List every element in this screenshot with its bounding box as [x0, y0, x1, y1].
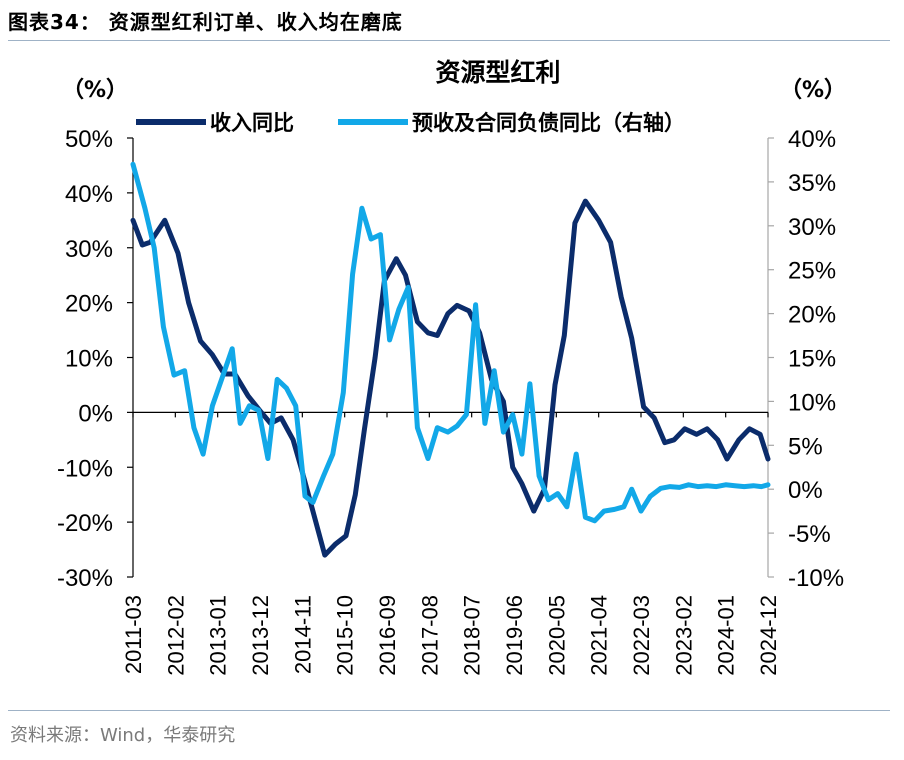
series-layer: [130, 161, 771, 558]
line-chart: 资源型红利 （%） （%） 收入同比 预收及合同负债同比（右轴） 50% 40% 3…: [57, 58, 846, 676]
right-tick-label: -10%: [788, 565, 844, 592]
left-tick-label: -10%: [57, 455, 113, 482]
left-tick-label: 30%: [65, 236, 113, 263]
x-tick-label: 2016-09: [375, 595, 400, 676]
x-tick-label: 2012-02: [163, 595, 188, 676]
right-tick-label: 40%: [788, 126, 836, 153]
axes: 50% 40% 30% 20% 10% 0% -10% -20% -30% 40% 35% 30% 25…: [57, 126, 844, 676]
right-tick-label: 35%: [788, 170, 836, 197]
figure-title: 图表34： 资源型红利订单、收入均在磨底: [8, 10, 403, 34]
right-tick-label: 0%: [788, 477, 823, 504]
right-tick-label: 5%: [788, 433, 823, 460]
x-tick-label: 2018-07: [460, 595, 485, 676]
right-tick-label: 15%: [788, 346, 836, 373]
right-axis-unit: （%）: [780, 78, 846, 103]
x-tick-label: 2011-03: [121, 595, 146, 674]
left-tick-label: 0%: [78, 400, 113, 427]
series-line-contract: [130, 161, 771, 524]
left-tick-label: 20%: [65, 291, 113, 318]
left-tick-label: 40%: [65, 181, 113, 208]
x-tick-label: 2013-12: [248, 595, 273, 676]
right-tick-label: -5%: [788, 521, 831, 548]
x-tick-label: 2013-01: [206, 595, 231, 676]
right-tick-label: 25%: [788, 258, 836, 285]
legend-label-revenue: 收入同比: [210, 111, 294, 135]
legend-label-contract: 预收及合同负债同比（右轴）: [412, 111, 685, 135]
right-tick-label: 10%: [788, 389, 836, 416]
right-tick-label: 20%: [788, 302, 836, 329]
x-tick-label: 2020-05: [544, 595, 569, 676]
right-tick-label: 30%: [788, 214, 836, 241]
legend: 收入同比 预收及合同负债同比（右轴）: [136, 111, 685, 135]
left-tick-label: 10%: [65, 346, 113, 373]
x-tick-label: 2022-03: [629, 595, 654, 676]
left-tick-label: -20%: [57, 510, 113, 537]
footer-divider: [8, 710, 890, 711]
x-tick-label: 2014-11: [290, 595, 315, 674]
x-tick-label: 2024-12: [756, 595, 781, 676]
x-tick-label: 2024-01: [714, 595, 739, 676]
x-tick-label: 2017-08: [417, 595, 442, 676]
title-divider: [8, 40, 890, 41]
left-axis-unit: （%）: [62, 78, 128, 103]
x-tick-label: 2023-02: [671, 595, 696, 676]
chart-title: 资源型红利: [435, 58, 560, 87]
source-note: 资料来源：Wind，华泰研究: [10, 725, 236, 746]
series-line-revenue: [130, 198, 771, 558]
x-tick-label: 2015-10: [333, 595, 358, 676]
x-tick-label: 2019-06: [502, 595, 527, 676]
left-tick-label: 50%: [65, 126, 113, 153]
left-tick-label: -30%: [57, 565, 113, 592]
x-tick-label: 2021-04: [587, 595, 612, 676]
